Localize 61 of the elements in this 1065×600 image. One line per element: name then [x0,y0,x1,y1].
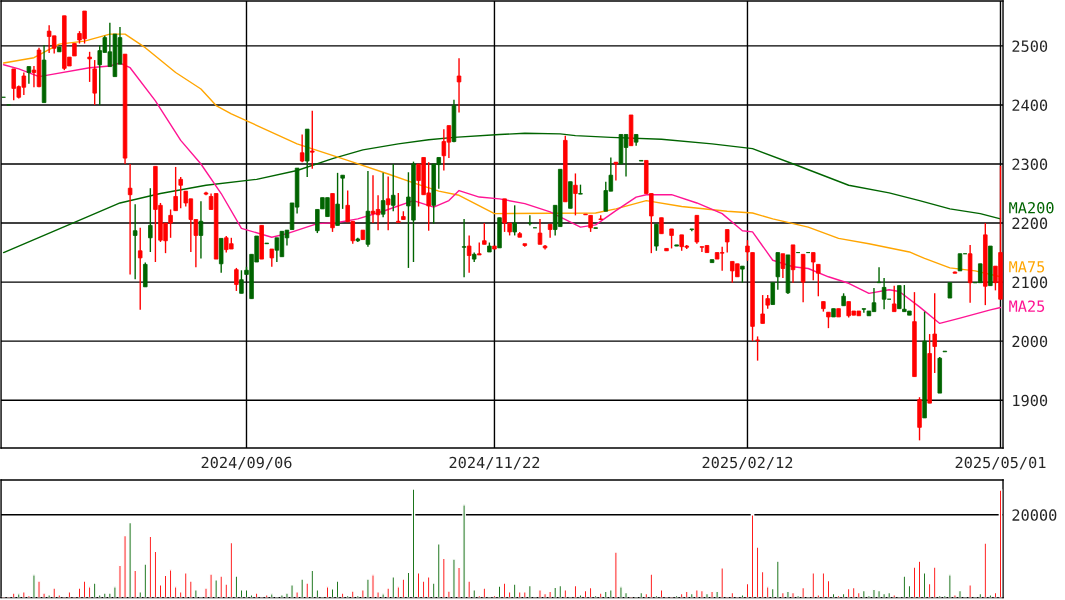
candlestick [881,277,887,310]
candlestick [380,172,386,218]
candlestick [573,172,578,217]
candlestick [143,261,148,288]
candlestick [755,335,760,362]
x-tick-label: 2025/05/01 [955,456,1046,470]
series-label: MA75 [1009,261,1045,273]
x-tick-label: 2025/02/12 [702,456,793,470]
y-tick-label: 2500 [1012,40,1048,52]
candlestick [234,267,239,292]
candlestick [441,128,447,172]
candlestick [699,245,705,253]
candlestick [127,163,133,276]
candlestick [760,294,765,325]
candlestick [724,228,730,254]
candlestick [26,65,32,85]
candlestick [137,227,143,311]
series-label: MA25 [1009,300,1045,312]
y-tick-label: 2000 [1012,335,1048,348]
candlestick [527,214,533,227]
candlestick [310,110,315,170]
y-tick-label: 20000 [1012,509,1057,521]
candlestick [461,218,467,279]
y-tick-label: 2400 [1012,99,1048,112]
candlestick [391,163,396,212]
candlestick [456,57,462,114]
x-tick-label: 2024/11/22 [449,456,540,470]
y-tick-label: 1900 [1013,394,1048,407]
y-tick-label: 2200 [1012,217,1048,230]
candlestick [396,192,401,224]
candlestick [299,133,305,163]
candlestick [375,194,381,231]
candlestick [811,251,816,282]
candlestick [132,203,138,280]
candlestick [87,51,92,83]
candlestick [239,269,244,295]
candlestick [770,281,776,306]
candlestick [932,292,937,374]
candlestick [537,218,543,245]
candlestick [816,263,821,297]
candlestick [335,172,340,227]
x-tick-label: 2024/09/06 [201,456,292,470]
candlestick [482,222,487,245]
candlestick [178,176,183,209]
series-label: MA200 [1009,201,1054,214]
candlestick [173,166,178,212]
candlestick [780,253,786,279]
candlestick [385,175,391,231]
candlestick [861,307,867,314]
y-tick-label: 2300 [1012,158,1048,171]
candlestick [654,223,659,252]
candlestick [340,174,345,210]
candlestick [669,228,674,250]
candlestick [719,245,725,272]
candlestick [897,284,902,310]
candlestick [466,234,472,274]
candlestick [198,200,204,260]
y-tick-label: 2100 [1012,276,1048,289]
candlestick [613,161,619,182]
candlestick [891,284,897,313]
candlestick [512,204,517,237]
